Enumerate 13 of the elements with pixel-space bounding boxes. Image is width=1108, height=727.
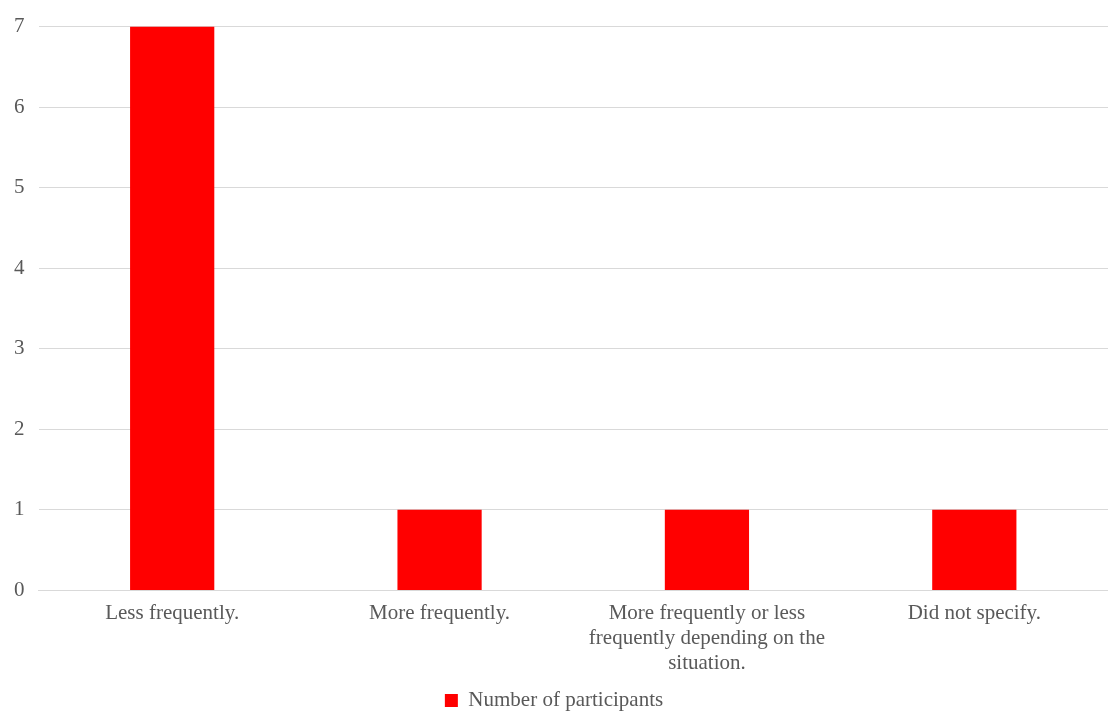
y-tick-label: 2 — [14, 415, 25, 440]
x-tick-label: More frequently. — [369, 599, 511, 624]
x-tick-label: More frequently or less frequently depending on the situation. — [588, 599, 826, 674]
y-tick-label: 7 — [14, 13, 25, 38]
y-tick-label: 1 — [14, 496, 25, 521]
x-tick-label: Less frequently. — [105, 599, 240, 624]
x-tick-label: Did not specify. — [907, 599, 1041, 624]
y-tick-label: 4 — [14, 254, 25, 279]
y-tick-label: 0 — [14, 576, 25, 601]
legend-label: Number of participants — [468, 687, 664, 712]
y-tick-label: 5 — [14, 174, 25, 199]
y-tick-label: 6 — [14, 93, 25, 118]
y-tick-label: 3 — [14, 335, 25, 360]
